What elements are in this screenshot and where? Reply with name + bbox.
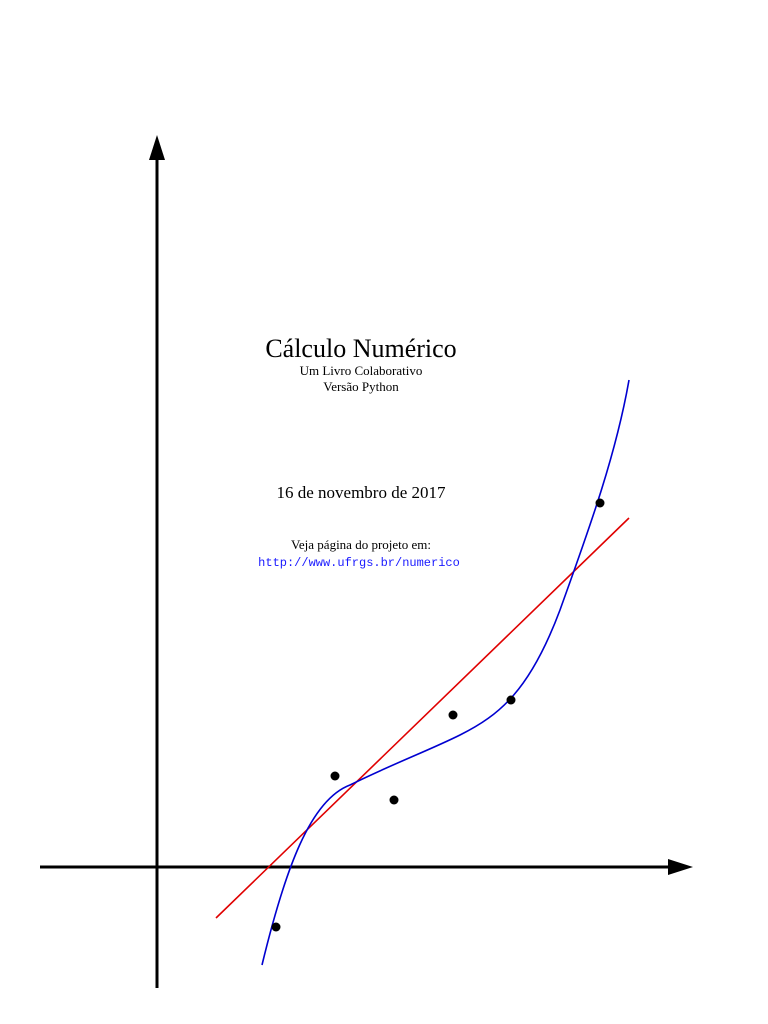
points: [271, 498, 605, 932]
link[interactable]: http://www.ufrgs.br/numerico: [258, 556, 460, 570]
point: [271, 922, 281, 932]
title: Cálculo Numérico: [265, 334, 456, 363]
fit-curve: [261, 379, 630, 966]
y-axis-arrow: [149, 135, 165, 160]
fit-line: [215, 517, 630, 919]
subtitle: Um Livro Colaborativo: [300, 363, 423, 378]
x-axis-arrow: [668, 859, 693, 875]
subtitle: Versão Python: [323, 379, 399, 394]
decorative-plot: [40, 135, 693, 988]
point: [389, 795, 399, 805]
point: [506, 695, 516, 705]
date: 16 de novembro de 2017: [276, 483, 446, 502]
point: [330, 771, 340, 781]
point: [448, 710, 458, 720]
link-intro: Veja página do projeto em:: [291, 537, 431, 552]
point: [595, 498, 605, 508]
